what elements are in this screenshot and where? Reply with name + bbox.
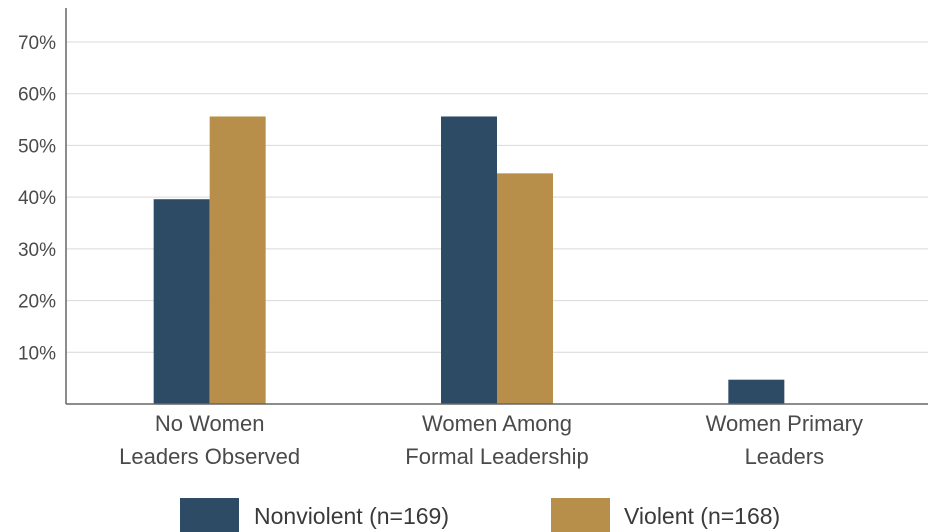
y-tick-label: 20% <box>18 292 56 313</box>
y-tick-label: 60% <box>18 85 56 106</box>
legend: Nonviolent (n=169) Violent (n=168) <box>180 498 780 532</box>
y-tick-label: 30% <box>18 240 56 261</box>
x-category-label: Formal Leadership <box>405 444 588 469</box>
y-tick-label: 40% <box>18 188 56 209</box>
x-category-label: Leaders Observed <box>119 444 300 469</box>
x-category-label: Leaders <box>745 444 825 469</box>
y-axis-tick-labels: 10% 20% 30% 40% 50% 60% 70% <box>18 33 56 364</box>
bar-violent-0 <box>209 116 266 405</box>
legend-label: Nonviolent (n=169) <box>254 503 449 529</box>
x-category-label: Women Primary <box>706 411 863 436</box>
bar-nonviolent-2 <box>728 379 785 404</box>
y-tick-label: 70% <box>18 33 56 54</box>
x-category-label: Women Among <box>422 411 572 436</box>
bar-violent-1 <box>497 173 553 404</box>
bar-nonviolent-0 <box>153 199 210 404</box>
bar-nonviolent-1 <box>441 116 497 405</box>
y-tick-label: 10% <box>18 343 56 364</box>
legend-swatch <box>180 498 239 532</box>
legend-label: Violent (n=168) <box>624 503 780 529</box>
y-tick-label: 50% <box>18 136 56 157</box>
x-category-label: No Women <box>155 411 265 436</box>
x-axis-category-labels: No Women Leaders Observed Women Among Forma… <box>119 411 863 469</box>
bars <box>153 116 785 405</box>
legend-swatch <box>551 498 610 532</box>
